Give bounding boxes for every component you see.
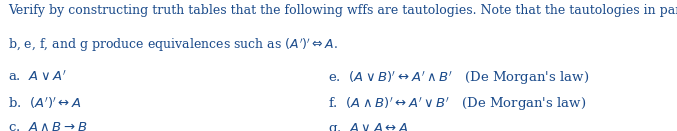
- Text: c.  $A \wedge B \rightarrow B$: c. $A \wedge B \rightarrow B$: [8, 121, 88, 131]
- Text: b.  $(A')' \leftrightarrow A$: b. $(A')' \leftrightarrow A$: [8, 96, 82, 111]
- Text: Verify by constructing truth tables that the following wffs are tautologies. Not: Verify by constructing truth tables that…: [8, 4, 677, 17]
- Text: g.  $A \vee A \leftrightarrow A$: g. $A \vee A \leftrightarrow A$: [328, 121, 409, 131]
- Text: a.  $A \vee A'$: a. $A \vee A'$: [8, 69, 67, 84]
- Text: f.  $(A \wedge B)' \leftrightarrow A' \vee B'$   (De Morgan's law): f. $(A \wedge B)' \leftrightarrow A' \ve…: [328, 96, 586, 113]
- Text: e.  $(A \vee B)' \leftrightarrow A' \wedge B'$   (De Morgan's law): e. $(A \vee B)' \leftrightarrow A' \wedg…: [328, 69, 590, 87]
- Text: b, e, f, and g produce equivalences such as $(A')' \Leftrightarrow A$.: b, e, f, and g produce equivalences such…: [8, 37, 338, 54]
